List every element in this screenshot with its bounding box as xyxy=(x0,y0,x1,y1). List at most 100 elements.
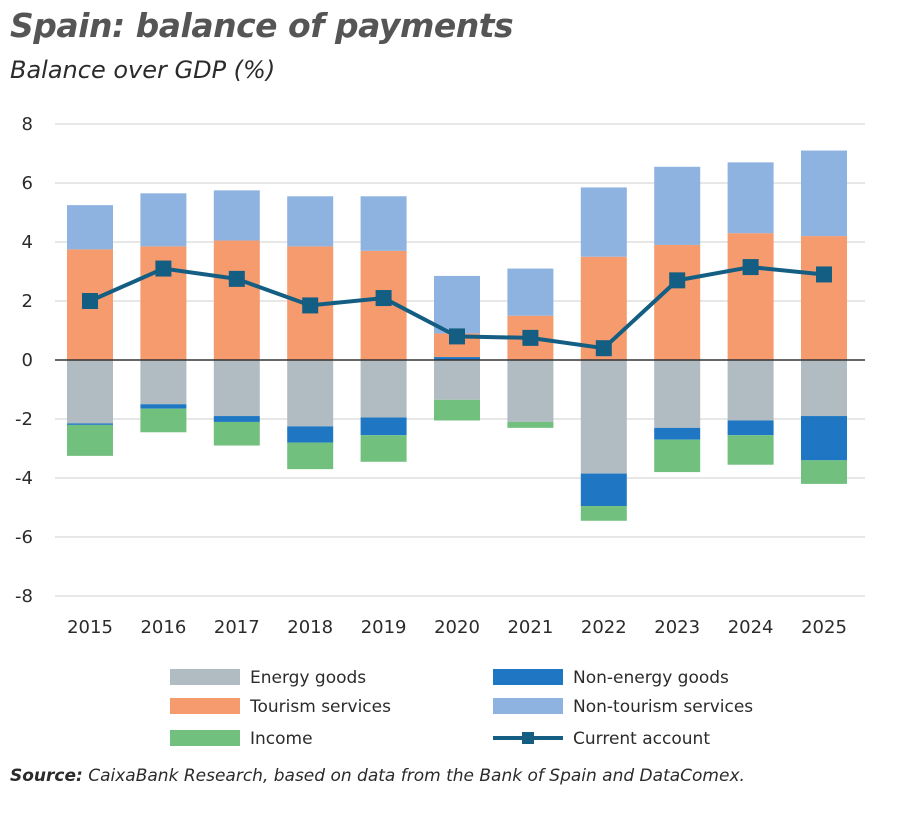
bar-non-energy-goods-2019 xyxy=(360,417,407,436)
y-tick-label: 2 xyxy=(22,291,33,312)
bar-energy-goods-2019 xyxy=(360,360,407,418)
bar-income-2015 xyxy=(67,424,113,456)
bar-income-2025 xyxy=(801,460,847,484)
bar-non-tourism-services-2015 xyxy=(67,205,113,250)
current-account-point-2017 xyxy=(228,270,245,287)
bar-income-2022 xyxy=(580,506,627,521)
legend-swatch-energy-goods xyxy=(170,669,240,685)
bar-energy-goods-2020 xyxy=(434,360,480,400)
bar-non-tourism-services-2024 xyxy=(727,162,774,234)
bar-energy-goods-2017 xyxy=(213,360,260,417)
x-tick-label-2023: 2023 xyxy=(654,617,700,638)
bar-income-2020 xyxy=(434,399,480,421)
y-tick-label: -8 xyxy=(15,586,33,607)
bar-non-tourism-services-2019 xyxy=(360,196,407,251)
bar-non-energy-goods-2022 xyxy=(580,473,627,507)
bar-non-energy-goods-2017 xyxy=(213,416,260,422)
y-axis: 8 6 4 2 0 -2 -4 -6 -8 xyxy=(15,114,33,607)
bar-income-2016 xyxy=(140,408,187,433)
bar-energy-goods-2021 xyxy=(507,360,554,422)
source-text: CaixaBank Research, based on data from t… xyxy=(82,766,745,786)
bar-tourism-services-2025 xyxy=(801,236,847,360)
bar-non-tourism-services-2023 xyxy=(654,166,701,245)
y-tick-label: 4 xyxy=(22,232,33,253)
y-tick-label: -6 xyxy=(15,527,33,548)
x-tick-label-2025: 2025 xyxy=(801,617,847,638)
x-tick-label-2015: 2015 xyxy=(67,617,113,638)
bar-income-2018 xyxy=(287,442,334,470)
current-account-point-2015 xyxy=(82,293,98,309)
bar-non-energy-goods-2023 xyxy=(654,427,701,440)
legend-label-tourism-services: Tourism services xyxy=(249,697,391,717)
bar-non-energy-goods-2024 xyxy=(727,420,774,436)
current-account-line xyxy=(82,259,832,357)
legend-label-current-account: Current account xyxy=(573,729,710,749)
bar-income-2024 xyxy=(727,435,774,465)
bar-tourism-services-2017 xyxy=(213,240,260,360)
x-tick-label-2020: 2020 xyxy=(434,617,480,638)
bars xyxy=(67,150,847,521)
legend-label-income: Income xyxy=(250,729,313,749)
bar-energy-goods-2016 xyxy=(140,360,187,405)
current-account-point-2021 xyxy=(522,329,539,346)
current-account-point-2022 xyxy=(595,340,612,357)
bar-energy-goods-2025 xyxy=(801,360,847,417)
legend-label-non-energy-goods: Non-energy goods xyxy=(573,668,729,688)
x-tick-label-2019: 2019 xyxy=(361,617,407,638)
bar-income-2017 xyxy=(213,421,260,446)
bar-non-energy-goods-2025 xyxy=(801,416,847,461)
x-tick-label-2018: 2018 xyxy=(287,617,333,638)
x-tick-label-2016: 2016 xyxy=(140,617,186,638)
bar-tourism-services-2023 xyxy=(654,244,701,360)
current-account-point-2019 xyxy=(375,290,392,307)
source-note: Source: CaixaBank Research, based on dat… xyxy=(10,766,745,786)
x-tick-label-2022: 2022 xyxy=(581,617,627,638)
current-account-point-2020 xyxy=(449,328,465,345)
current-account-point-2023 xyxy=(669,272,686,289)
x-tick-label-2021: 2021 xyxy=(507,617,553,638)
bar-income-2023 xyxy=(654,439,701,473)
x-tick-label-2017: 2017 xyxy=(214,617,260,638)
chart-title: Spain: balance of payments xyxy=(10,6,514,45)
bar-non-tourism-services-2016 xyxy=(140,193,187,247)
legend-label-energy-goods: Energy goods xyxy=(250,668,366,688)
bar-income-2019 xyxy=(360,435,407,462)
bar-non-tourism-services-2020 xyxy=(434,275,480,334)
y-tick-label: 0 xyxy=(22,350,33,371)
bar-income-2021 xyxy=(507,421,554,428)
bar-energy-goods-2022 xyxy=(580,360,627,474)
current-account-point-2016 xyxy=(155,260,172,277)
legend: Energy goods Non-energy goods Tourism serv… xyxy=(170,668,753,749)
bar-non-tourism-services-2025 xyxy=(801,150,847,237)
legend-swatch-tourism-services xyxy=(170,698,240,714)
bar-non-energy-goods-2020 xyxy=(434,357,480,360)
bar-non-energy-goods-2015 xyxy=(67,423,113,425)
y-tick-label: -2 xyxy=(15,409,33,430)
y-tick-label: -4 xyxy=(15,468,33,489)
legend-marker-current-account xyxy=(522,732,534,744)
bar-non-tourism-services-2021 xyxy=(507,268,554,316)
source-label: Source: xyxy=(10,766,83,786)
legend-swatch-non-energy-goods xyxy=(493,669,563,685)
current-account-point-2018 xyxy=(302,297,319,314)
bar-non-energy-goods-2016 xyxy=(140,404,187,409)
legend-swatch-income xyxy=(170,730,240,746)
bar-energy-goods-2018 xyxy=(287,360,334,427)
current-account-point-2025 xyxy=(816,266,832,283)
x-axis: 2015 2016 2017 2018 2019 2020 2021 2022 2023 2024… xyxy=(67,617,847,638)
bar-non-energy-goods-2018 xyxy=(287,426,334,443)
bar-energy-goods-2023 xyxy=(654,360,701,428)
legend-label-non-tourism-services: Non-tourism services xyxy=(573,697,753,717)
bar-non-tourism-services-2022 xyxy=(580,187,627,257)
bar-energy-goods-2015 xyxy=(67,360,113,424)
bar-tourism-services-2024 xyxy=(727,233,774,360)
current-account-point-2024 xyxy=(742,259,759,276)
bar-non-tourism-services-2018 xyxy=(287,196,334,247)
chart-subtitle: Balance over GDP (%) xyxy=(10,56,276,84)
bar-tourism-services-2020 xyxy=(434,333,480,358)
bar-energy-goods-2024 xyxy=(727,360,774,421)
bar-non-tourism-services-2017 xyxy=(213,190,260,241)
y-tick-label: 8 xyxy=(22,114,33,135)
legend-swatch-non-tourism-services xyxy=(493,698,563,714)
